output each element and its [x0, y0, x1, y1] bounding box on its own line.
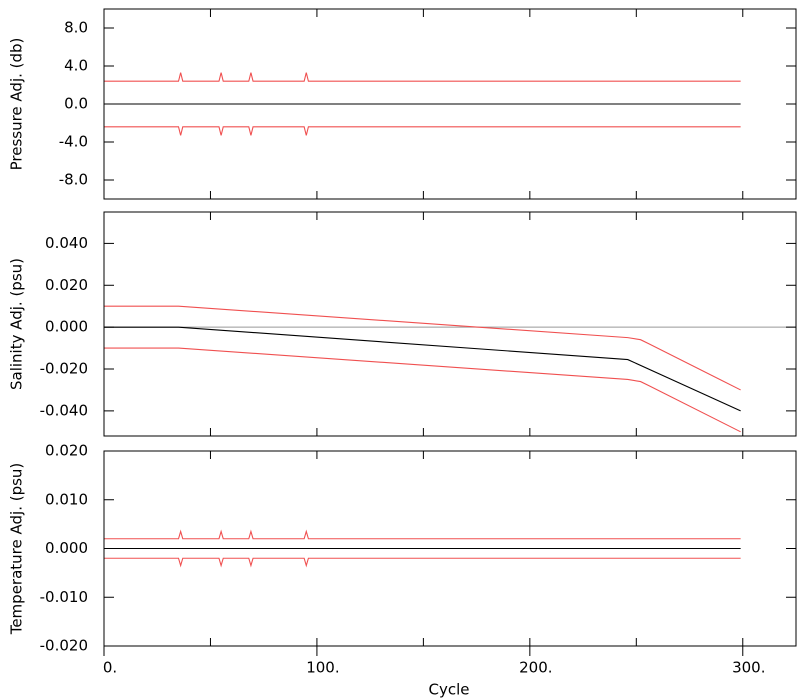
- x-tick-label: 0.: [103, 659, 117, 677]
- y-tick-label: 0.000: [45, 539, 88, 557]
- x-axis-label: Cycle: [429, 681, 470, 699]
- y-tick-label: -0.040: [40, 401, 88, 419]
- x-tick-label: 100.: [306, 659, 339, 677]
- y-axis-label: Temperature Adj. (psu): [8, 463, 26, 636]
- y-tick-label: -8.0: [59, 171, 88, 189]
- series-line: [104, 326, 741, 412]
- y-tick-label: -4.0: [59, 133, 88, 151]
- y-tick-label: 0.010: [45, 490, 88, 508]
- y-tick-label: -0.010: [40, 588, 88, 606]
- series-line: [104, 529, 741, 540]
- series-line: [104, 557, 741, 568]
- y-axis-label: Pressure Adj. (db): [8, 38, 26, 171]
- series-line: [104, 347, 741, 433]
- x-tick-label: 300.: [732, 659, 765, 677]
- y-tick-label: 8.0: [64, 19, 88, 37]
- y-tick-label: 0.020: [45, 442, 88, 460]
- y-axis-label: Salinity Adj. (psu): [8, 258, 26, 390]
- y-tick-label: -0.020: [40, 360, 88, 378]
- series-line: [104, 72, 741, 82]
- y-tick-label: -0.020: [40, 637, 88, 655]
- y-tick-label: 0.040: [45, 234, 88, 252]
- y-tick-label: 0.0: [64, 95, 88, 113]
- y-tick-label: 4.0: [64, 57, 88, 75]
- x-tick-label: 200.: [519, 659, 552, 677]
- y-tick-label: 0.000: [45, 318, 88, 336]
- series-line: [104, 126, 741, 136]
- plot-frame: [103, 211, 797, 437]
- y-tick-label: 0.020: [45, 276, 88, 294]
- series-line: [104, 305, 741, 391]
